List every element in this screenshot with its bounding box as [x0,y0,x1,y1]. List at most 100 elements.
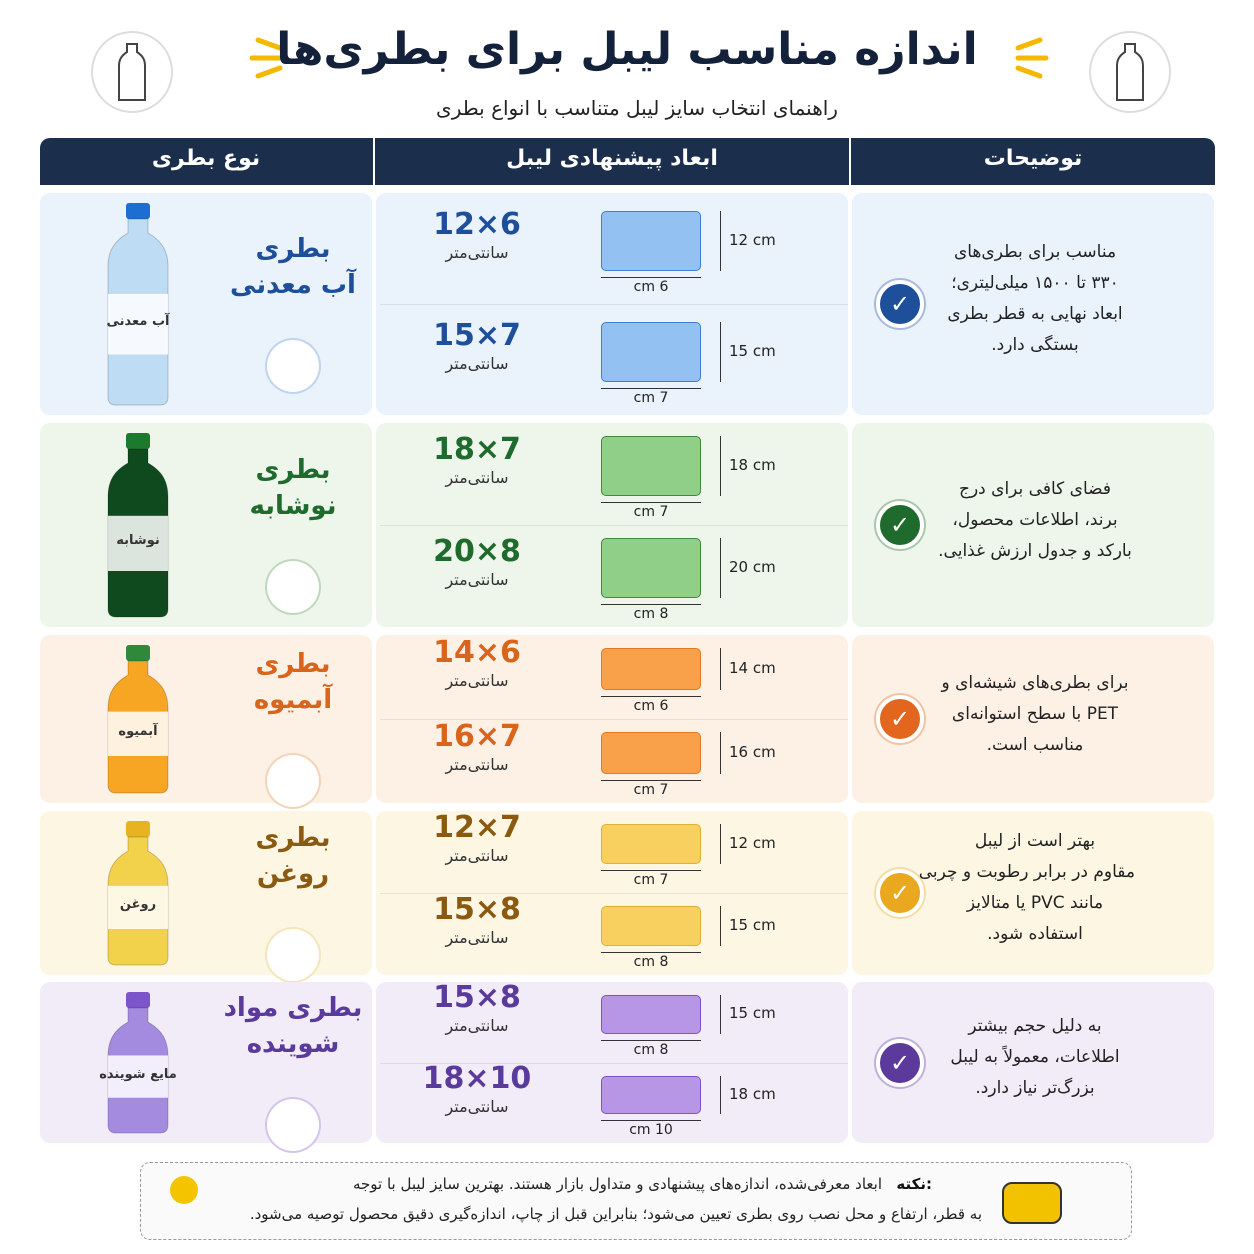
unit: سانتی‌متر [445,242,509,262]
dim-line [720,210,721,271]
description: مناسب است. [986,734,1084,755]
description: برند، اطلاعات محصول، [952,509,1118,530]
dim-line [720,436,721,496]
header-divider [373,138,375,185]
dim-line [601,502,701,503]
description: مقاوم در برابر رطوبت و چربی [918,862,1135,882]
height-label: 18 cm [729,456,776,474]
note-label: نکته: [896,1175,932,1193]
bottle-name: آب معدنی [230,270,356,300]
label-rect [601,321,701,382]
label-rect [601,906,701,946]
bottle-name: بطری [255,234,331,264]
column-header: توضیحات [983,146,1083,171]
dim-line [601,1120,701,1121]
subtitle: راهنمای انتخاب سایز لیبل متناسب با انواع… [436,96,838,120]
description: اطلاعات، معمولاً به لیبل [950,1047,1120,1067]
icon-circle [265,338,321,394]
bottle-name: نوشابه [249,491,337,521]
dim-line [720,538,721,598]
bottle [107,992,169,1134]
height-label: 18 cm [729,1084,776,1103]
bottle [107,645,169,794]
label-rect [601,648,701,690]
bottle-label: مایع شوینده [99,1066,177,1082]
tape-icon [1002,1182,1062,1224]
dim-line [720,824,721,864]
icon-circle [265,753,321,809]
row-divider [380,1062,848,1064]
note-line: به قطر، ارتفاع و محل نصب روی بطری تعیین … [249,1205,982,1223]
height-label: 15 cm [729,1004,776,1023]
unit: سانتی‌متر [445,1016,509,1036]
column-header: ابعاد پیشنهادی لیبل [506,146,718,171]
label-rect [601,538,701,598]
label-rect [601,732,701,774]
check-icon: ✓ [876,1038,924,1087]
width-label: 6 cm [633,278,669,295]
width-label: 8 cm [633,1041,669,1058]
check-icon: ✓ [876,869,924,917]
dim-line [720,906,721,946]
width-label: 6 cm [633,698,669,714]
icon-circle [265,559,321,615]
unit: سانتی‌متر [445,846,509,865]
description: بستگی دارد. [991,335,1079,355]
bottle-name: بطری مواد [223,992,363,1023]
size: 7×15 [433,317,521,353]
header-bar [40,138,1215,185]
check-icon: ✓ [876,280,924,328]
row-divider [380,893,848,894]
height-label: 20 cm [729,558,776,576]
description: استفاده شود. [987,924,1083,944]
height-label: 15 cm [729,341,776,360]
bulb-icon [170,1176,198,1204]
unit: سانتی‌متر [445,570,509,589]
bottle-name: بطری [255,649,331,679]
size: 7×18 [433,432,521,467]
bottle-name: آبمیوه [253,685,333,715]
dim-line [720,995,721,1034]
label-rect [601,824,701,864]
dim-line [601,780,701,781]
check-icon: ✓ [876,695,924,743]
size: 6×14 [433,635,521,670]
note-box [140,1162,1132,1240]
description: مناسب برای بطری‌های [953,242,1117,262]
dim-line [601,952,701,953]
bottle-name: روغن [256,859,330,889]
label-rect [601,995,701,1034]
unit: سانتی‌متر [445,671,509,690]
bottle-label: روغن [119,897,157,913]
bottle-label: نوشابه [116,533,160,549]
description: بهتر است از لیبل [974,831,1096,851]
title: اندازه مناسب لیبل برای بطری‌ها [276,24,978,75]
height-label: 12 cm [729,230,776,249]
width-label: 8 cm [633,606,669,622]
height-label: 16 cm [729,743,776,761]
size: 7×12 [433,810,521,845]
description: بارکد و جدول ارزش غذایی. [938,540,1132,561]
dim-line [601,604,701,605]
bottle [107,203,169,406]
unit: سانتی‌متر [445,468,509,487]
height-label: 14 cm [729,659,776,677]
width-label: 7 cm [633,504,669,520]
label-rect [601,1075,701,1114]
description: برای بطری‌های شیشه‌ای و [941,672,1129,693]
unit: سانتی‌متر [445,353,509,373]
width-label: 7 cm [633,389,669,406]
label-rect [601,210,701,271]
width-label: 8 cm [633,954,669,970]
description: ابعاد نهایی به قطر بطری [947,304,1123,324]
description: به دلیل حجم بیشتر [968,1016,1102,1036]
bottle-label: آب معدنی [106,314,170,330]
height-label: 12 cm [729,834,776,852]
column-header: نوع بطری [151,146,261,171]
dim-line [720,1075,721,1114]
size: 7×16 [433,719,521,754]
description: فضای کافی برای درج [958,478,1112,499]
size: 10×18 [422,1060,532,1096]
dim-line [601,387,701,389]
